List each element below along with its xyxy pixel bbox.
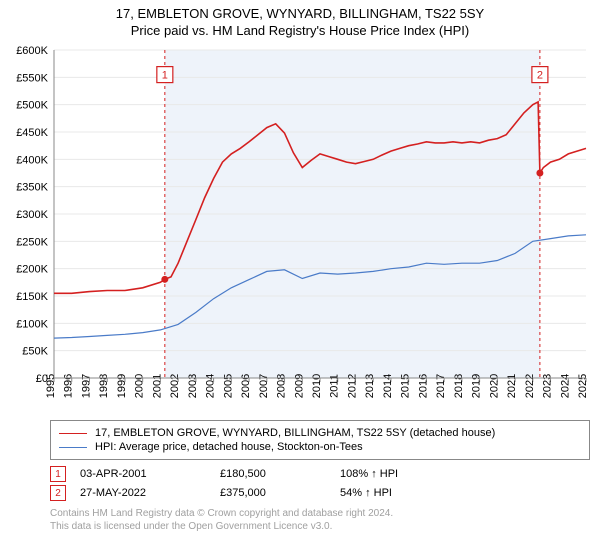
x-axis-label: 2020 — [488, 374, 500, 398]
y-axis-label: £600K — [16, 45, 48, 57]
x-axis-label: 1998 — [98, 374, 110, 398]
annotation-row: 1 03-APR-2001£180,500108% ↑ HPI — [50, 466, 590, 482]
x-axis-label: 2022 — [524, 374, 536, 398]
marker-number: 2 — [537, 70, 543, 82]
footer-line-1: Contains HM Land Registry data © Crown c… — [50, 507, 590, 520]
title-address: 17, EMBLETON GROVE, WYNYARD, BILLINGHAM,… — [0, 6, 600, 21]
y-axis-label: £100K — [16, 318, 48, 330]
x-axis-label: 2003 — [187, 374, 199, 398]
x-axis-label: 1996 — [63, 374, 75, 398]
y-axis-label: £450K — [16, 127, 48, 139]
x-axis-label: 2005 — [222, 374, 234, 398]
annotation-change: 54% ↑ HPI — [340, 487, 392, 499]
chart-area: £0£50K£100K£150K£200K£250K£300K£350K£400… — [50, 44, 590, 414]
marker-number: 1 — [162, 70, 168, 82]
x-axis-label: 2017 — [435, 374, 447, 398]
annotation-change: 108% ↑ HPI — [340, 468, 398, 480]
annotation-row: 2 27-MAY-2022£375,00054% ↑ HPI — [50, 485, 590, 501]
legend-swatch — [59, 433, 87, 434]
y-axis-label: £250K — [16, 236, 48, 248]
x-axis-label: 1997 — [80, 374, 92, 398]
y-axis-label: £400K — [16, 154, 48, 166]
annotation-date: 27-MAY-2022 — [80, 487, 220, 499]
x-axis-label: 2024 — [559, 374, 571, 398]
x-axis-label: 1995 — [45, 374, 57, 398]
x-axis-label: 2021 — [506, 374, 518, 398]
annotations: 1 03-APR-2001£180,500108% ↑ HPI 2 27-MAY-20… — [50, 466, 590, 501]
annotation-price: £180,500 — [220, 468, 340, 480]
footer-line-2: This data is licensed under the Open Gov… — [50, 520, 590, 533]
x-axis-label: 2018 — [453, 374, 465, 398]
legend-row: 17, EMBLETON GROVE, WYNYARD, BILLINGHAM,… — [59, 427, 581, 439]
annotation-date: 03-APR-2001 — [80, 468, 220, 480]
annotation-marker-box: 2 — [50, 485, 66, 501]
marker-dot — [161, 276, 168, 283]
x-axis-label: 2008 — [276, 374, 288, 398]
title-block: 17, EMBLETON GROVE, WYNYARD, BILLINGHAM,… — [0, 0, 600, 38]
title-subtitle: Price paid vs. HM Land Registry's House … — [0, 23, 600, 38]
x-axis-label: 2025 — [577, 374, 589, 398]
legend-label: 17, EMBLETON GROVE, WYNYARD, BILLINGHAM,… — [95, 427, 495, 439]
annotation-marker-box: 1 — [50, 466, 66, 482]
chart-svg: £0£50K£100K£150K£200K£250K£300K£350K£400… — [50, 44, 590, 414]
x-axis-label: 2013 — [364, 374, 376, 398]
page-container: 17, EMBLETON GROVE, WYNYARD, BILLINGHAM,… — [0, 0, 600, 560]
x-axis-label: 2001 — [151, 374, 163, 398]
y-axis-label: £300K — [16, 209, 48, 221]
x-axis-label: 2016 — [417, 374, 429, 398]
y-axis-label: £50K — [22, 346, 48, 358]
x-axis-label: 2004 — [205, 374, 217, 398]
y-axis-label: £550K — [16, 72, 48, 84]
marker-dot — [536, 170, 543, 177]
x-axis-label: 1999 — [116, 374, 128, 398]
x-axis-label: 2000 — [134, 374, 146, 398]
x-axis-label: 2010 — [311, 374, 323, 398]
y-axis-label: £150K — [16, 291, 48, 303]
x-axis-label: 2006 — [240, 374, 252, 398]
annotation-price: £375,000 — [220, 487, 340, 499]
legend-swatch — [59, 447, 87, 448]
legend-label: HPI: Average price, detached house, Stoc… — [95, 441, 363, 453]
x-axis-label: 2014 — [382, 374, 394, 398]
y-axis-label: £350K — [16, 182, 48, 194]
x-axis-label: 2002 — [169, 374, 181, 398]
x-axis-label: 2012 — [346, 374, 358, 398]
x-axis-label: 2019 — [471, 374, 483, 398]
legend: 17, EMBLETON GROVE, WYNYARD, BILLINGHAM,… — [50, 420, 590, 460]
footer: Contains HM Land Registry data © Crown c… — [50, 507, 590, 533]
y-axis-label: £200K — [16, 264, 48, 276]
x-axis-label: 2007 — [258, 374, 270, 398]
x-axis-label: 2009 — [293, 374, 305, 398]
legend-row: HPI: Average price, detached house, Stoc… — [59, 441, 581, 453]
y-axis-label: £500K — [16, 100, 48, 112]
x-axis-label: 2023 — [542, 374, 554, 398]
x-axis-label: 2015 — [400, 374, 412, 398]
